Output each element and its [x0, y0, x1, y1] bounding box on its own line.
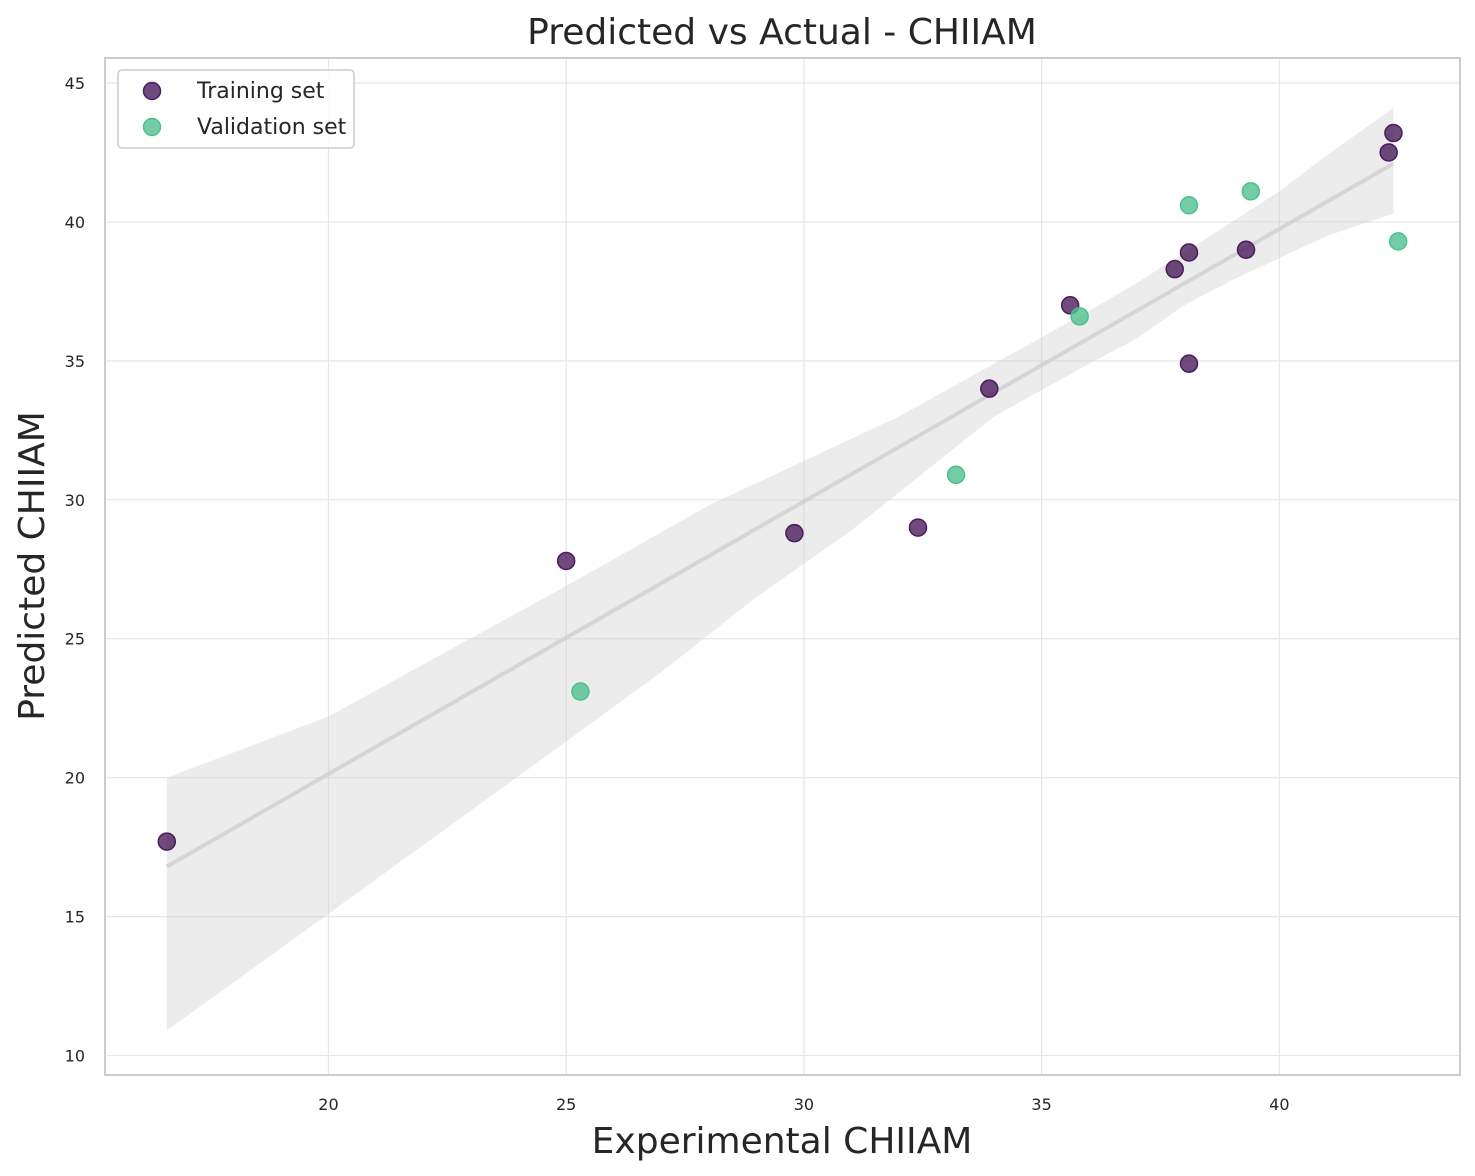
legend-label-validation: Validation set	[197, 115, 347, 140]
plot-frame	[104, 57, 1461, 1076]
legend-marker-validation	[142, 117, 162, 137]
points-layer	[157, 123, 1408, 851]
y-tick-label: 30	[65, 491, 85, 510]
training-point	[785, 523, 804, 543]
training-point	[556, 551, 576, 571]
confidence-band-layer	[165, 108, 1395, 1031]
y-tick-label: 35	[65, 352, 85, 371]
y-tick-label: 40	[65, 213, 85, 232]
validation-point	[1070, 307, 1089, 326]
x-tick-label: 35	[1031, 1095, 1051, 1114]
x-tick-label: 25	[556, 1095, 576, 1114]
validation-point	[1179, 196, 1199, 215]
training-point	[980, 379, 999, 398]
validation-point	[1388, 232, 1408, 251]
legend-box	[117, 69, 355, 149]
training-point	[1179, 354, 1199, 373]
y-tick-label: 10	[65, 1047, 85, 1066]
x-axis-label: Experimental CHIIAM	[592, 1121, 973, 1162]
legend-label-training: Training set	[196, 79, 325, 104]
training-point	[1379, 143, 1398, 162]
training-point	[1165, 259, 1184, 279]
legend-marker-training	[142, 81, 162, 101]
x-tick-label: 40	[1269, 1095, 1289, 1114]
validation-point	[571, 682, 590, 701]
regression-line	[165, 161, 1395, 869]
validation-point	[1241, 182, 1261, 201]
training-point	[157, 832, 177, 851]
training-point	[1384, 123, 1403, 143]
x-tick-label: 30	[794, 1095, 814, 1114]
chart-title: Predicted vs Actual - CHIIAM	[527, 12, 1037, 53]
legend: Training set Validation set	[117, 69, 355, 149]
validation-point	[946, 465, 966, 485]
y-tick-label: 45	[65, 74, 85, 93]
y-tick-label: 20	[65, 769, 85, 788]
y-tick-label: 15	[65, 908, 85, 927]
x-tick-label: 20	[318, 1095, 338, 1114]
tick-labels: 20 25 30 35 40 10 15 20 25 30 35 40 45	[65, 74, 1290, 1114]
training-point	[908, 518, 928, 537]
y-tick-label: 25	[65, 630, 85, 649]
training-point	[1236, 240, 1256, 259]
training-point	[1179, 243, 1199, 262]
y-axis-label: Predicted CHIIAM	[12, 411, 53, 721]
